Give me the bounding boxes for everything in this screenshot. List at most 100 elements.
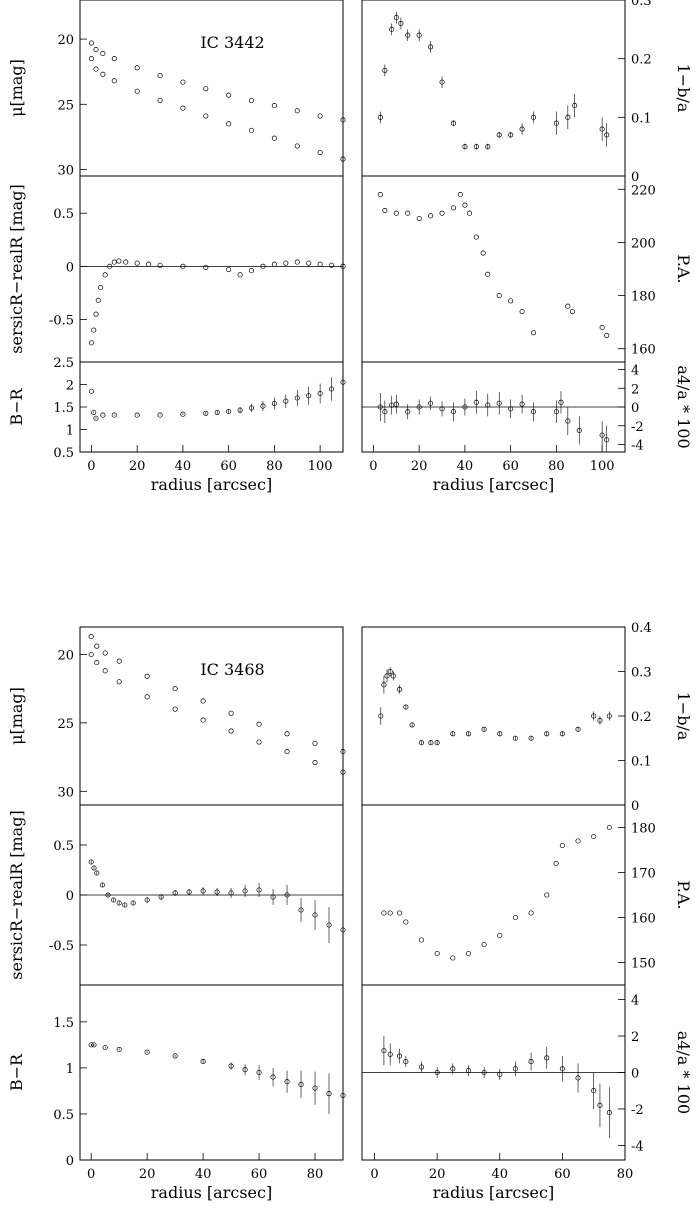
data-point [390,673,396,679]
data-point [569,308,575,315]
data-point [306,393,312,399]
data-point [553,120,559,126]
data-point [485,271,491,277]
y-tick-label: 2 [631,382,639,397]
y-axis-label-pa: P.A. [674,880,693,909]
data-point [565,303,571,309]
x-tick-label: 0 [369,459,377,474]
data-point [203,86,209,92]
x-tick-label: 80 [617,1167,634,1182]
data-point [200,717,206,723]
data-point [306,260,312,266]
data-point [228,710,234,716]
data-point [93,415,99,421]
data-point [256,739,262,745]
data-point [462,144,468,150]
data-point [270,894,276,900]
x-tick-label: 80 [307,1167,324,1182]
data-point [340,263,346,269]
data-point [248,405,255,411]
data-point [283,398,289,404]
data-point [575,838,581,844]
y-tick-label: -2 [631,420,644,435]
x-tick-label: 20 [411,459,428,474]
y-tick-label: 30 [57,163,74,178]
y-tick-label: 150 [631,957,656,972]
data-point [462,404,468,410]
data-point [465,731,472,737]
data-point [485,402,491,408]
data-point [226,408,232,415]
data-point [294,143,300,149]
data-point [203,410,209,416]
data-point [519,401,525,407]
data-point [284,749,290,755]
data-point [329,386,335,392]
data-point [214,409,220,415]
data-point [248,268,255,274]
y-tick-label: 160 [631,343,656,358]
data-point [528,1059,534,1065]
data-point [382,67,388,73]
data-point [172,686,178,692]
data-point [512,735,518,741]
data-point [116,1046,122,1053]
data-point [271,261,277,267]
data-point [457,192,463,198]
data-point [271,135,277,141]
data-point [317,261,323,267]
data-point [91,409,97,415]
data-point [530,409,537,415]
data-point [591,713,597,719]
data-point [256,1069,262,1076]
data-point [100,50,106,57]
data-point [496,132,502,138]
data-point [180,411,186,417]
data-point [180,105,186,111]
data-point [377,404,383,410]
data-point [157,412,163,418]
data-point [93,66,99,72]
x-tick-label: 0 [370,1167,378,1182]
data-point [260,263,266,269]
data-point [378,713,384,719]
data-point [146,261,152,267]
data-point [91,1042,97,1048]
data-point [508,298,514,304]
y-tick-label: 0 [631,799,639,814]
y-tick-label: 0.5 [53,839,74,854]
data-point [172,890,178,896]
data-point [377,114,383,120]
panel-column-frame [79,0,344,453]
data-point [599,324,605,331]
data-point [326,1091,332,1097]
data-point [481,941,487,948]
y-tick-label: -0.5 [49,313,74,328]
x-tick-label: 20 [139,1167,156,1182]
data-point [111,259,117,265]
data-point [416,404,422,410]
data-point [93,46,99,53]
y-tick-label: 0 [631,401,639,416]
data-point [485,144,491,150]
data-point [270,1074,276,1080]
data-point [606,1110,612,1116]
data-point [428,44,434,50]
data-point [497,1071,503,1077]
data-point [200,1058,206,1064]
data-point [559,1066,565,1072]
data-point [528,910,534,916]
y-tick-label: 20 [57,648,74,663]
data-point [340,749,346,755]
panel-column-frame [79,626,344,1161]
y-tick-label: -2 [631,1103,644,1118]
data-point [256,721,262,727]
y-tick-label: 4 [631,364,639,379]
y-tick-label: 0 [66,260,74,275]
data-point [88,651,94,657]
data-point [397,686,403,692]
y-tick-label: 0.3 [631,0,652,9]
y-tick-label: 25 [57,98,74,113]
x-tick-label: 60 [220,459,237,474]
